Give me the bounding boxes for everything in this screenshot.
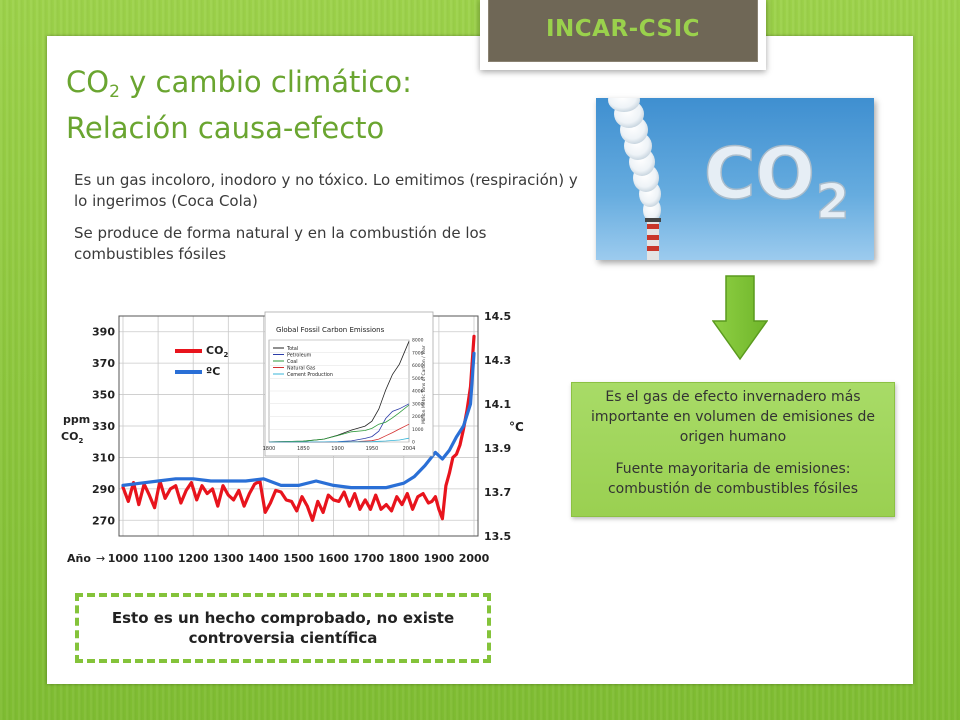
right-tick-label: 14.5 (484, 310, 511, 323)
inset-chart: Global Fossil Carbon Emissions TotalPetr… (263, 311, 434, 457)
y-label-celsius: °C (509, 420, 524, 434)
chimney-icon (645, 218, 661, 260)
x-tick-label: 1500 (283, 552, 314, 565)
x-label-ano: Año (67, 552, 91, 565)
left-tick-label: 370 (92, 357, 115, 370)
smoke-plume (608, 98, 661, 222)
inset-legend-label: Natural Gas (287, 365, 316, 371)
inset-y-tick-label: 4000 (412, 389, 424, 395)
inset-legend-label: Cement Production (287, 372, 333, 378)
right-tick-label: 13.9 (484, 442, 511, 455)
co2-cloud-text: CO 2 (703, 132, 850, 231)
x-tick-label: 1100 (143, 552, 174, 565)
info-box: Es el gas de efecto invernadero más impo… (571, 382, 895, 517)
inset-series (268, 341, 410, 443)
legend-co2-main: CO (206, 344, 223, 357)
inset-y-tick-label: 0 (412, 440, 415, 446)
inset-x-ticks: 1800 1850 1900 1950 2004 (263, 446, 416, 452)
org-label: INCAR-CSIC (545, 16, 701, 42)
legend-co2-sub: 2 (223, 351, 228, 359)
right-tick-label: 14.3 (484, 354, 511, 367)
x-tick-label: 1600 (318, 552, 349, 565)
left-tick-label: 390 (92, 326, 115, 339)
inset-y-tick-label: 2000 (412, 414, 424, 420)
right-tick-label: 13.5 (484, 530, 511, 543)
inset-background (264, 311, 434, 457)
right-tick-label: 13.7 (484, 486, 511, 499)
left-tick-label: 270 (92, 514, 115, 527)
inset-y-ticks: 8000 7000 6000 5000 4000 3000 2000 1000 0 (412, 338, 424, 446)
y-label-co-text: CO (61, 430, 78, 443)
chart-series (121, 334, 476, 522)
x-arrow-icon: → (96, 552, 105, 565)
x-tick-label: 2000 (459, 552, 490, 565)
co2-cloud-subscript: 2 (816, 174, 849, 230)
body-paragraph-1: Es un gas incoloro, inodoro y no tóxico.… (74, 171, 578, 210)
inset-legend-label: Petroleum (287, 352, 312, 358)
title-co-text: CO (66, 65, 110, 99)
x-tick-label: 1000 (108, 552, 139, 565)
inset-series-line (268, 437, 410, 443)
callout-box: Esto es un hecho comprobado, no existe c… (75, 593, 491, 663)
x-tick-label: 1800 (388, 552, 419, 565)
title-line-1: CO2 y cambio climático: (66, 64, 586, 110)
x-tick-label: 1300 (213, 552, 244, 565)
legend-temp-label: ºC (206, 365, 220, 378)
inset-x-tick-label: 2004 (403, 446, 416, 452)
inset-y-tick-label: 8000 (412, 338, 424, 344)
info-text-2: Fuente mayoritaria de emisiones: combust… (607, 461, 859, 497)
left-tick-label: 310 (92, 451, 115, 464)
inset-x-tick-label: 1850 (297, 446, 310, 452)
inset-y-tick-label: 3000 (412, 401, 424, 407)
right-tick-label: 14.1 (484, 398, 511, 411)
inset-x-tick-label: 1800 (263, 446, 276, 452)
inset-x-tick-label: 1900 (331, 446, 344, 452)
title-subscript: 2 (109, 82, 120, 102)
inset-x-tick-label: 1950 (366, 446, 379, 452)
left-tick-label: 350 (92, 389, 115, 402)
right-axis-ticks: 14.5 14.3 14.1 13.9 13.7 13.5 (484, 310, 511, 543)
inset-legend-label: Total (286, 346, 298, 352)
series-line-temperature (121, 351, 476, 490)
title-line-2: Relación causa-efecto (66, 111, 385, 145)
org-tab-inner: INCAR-CSIC (488, 0, 758, 62)
inset-y-tick-label: 7000 (412, 350, 424, 356)
series-line-co2 (121, 334, 476, 522)
co2-smokestack-image: CO 2 (596, 98, 874, 260)
legend-co2-label: CO2 (206, 344, 228, 359)
climate-chart: 390 370 350 330 310 290 270 14.5 14.3 14.1 13.9 13… (57, 296, 527, 576)
y-label-co2: CO2 (61, 430, 83, 445)
y-label-co2-sub: 2 (78, 437, 83, 445)
inset-title: Global Fossil Carbon Emissions (276, 326, 385, 334)
inset-y-tick-label: 6000 (412, 363, 424, 369)
title-line1-suffix: y cambio climático: (119, 65, 412, 99)
left-tick-label: 330 (92, 420, 115, 433)
org-tab: INCAR-CSIC (480, 0, 766, 70)
y-label-ppm: ppm (63, 413, 90, 426)
inset-y-tick-label: 1000 (412, 427, 424, 433)
inset-ylabel: Million Metric Tons of Carbon / Year (421, 345, 427, 424)
inset-y-tick-label: 5000 (412, 376, 424, 382)
left-tick-label: 290 (92, 483, 115, 496)
left-axis-ticks: 390 370 350 330 310 290 270 (92, 326, 115, 528)
inset-series-line (268, 404, 410, 443)
chart-legend: CO2 ºC (175, 344, 228, 378)
co2-cloud-label: CO (704, 133, 815, 215)
x-tick-label: 1900 (424, 552, 455, 565)
info-text-1: Es el gas de efecto invernadero más impo… (591, 389, 875, 445)
x-axis-ticks: 1000 1100 1200 1300 1400 1500 1600 1700 1800 1900… (108, 552, 490, 565)
inset-legend-label: Coal (287, 359, 298, 365)
x-tick-label: 1200 (178, 552, 209, 565)
x-tick-label: 1700 (353, 552, 384, 565)
body-paragraph-2: Se produce de forma natural y en la comb… (74, 224, 487, 263)
x-tick-label: 1400 (248, 552, 279, 565)
slide-title: CO2 y cambio climático: Relación causa-e… (66, 64, 586, 146)
down-arrow-icon (712, 275, 768, 361)
